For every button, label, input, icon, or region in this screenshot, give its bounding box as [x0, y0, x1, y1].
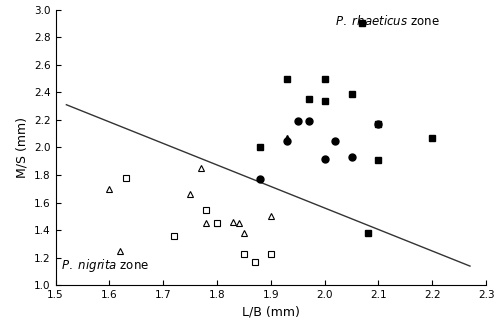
X-axis label: L/B (mm): L/B (mm) — [242, 306, 300, 319]
Y-axis label: M/S (mm): M/S (mm) — [16, 117, 28, 178]
Text: $\it{P.\ nigrita}$ zone: $\it{P.\ nigrita}$ zone — [61, 258, 149, 274]
Text: $\it{P.\ rhaeticus}$ zone: $\it{P.\ rhaeticus}$ zone — [336, 14, 440, 28]
